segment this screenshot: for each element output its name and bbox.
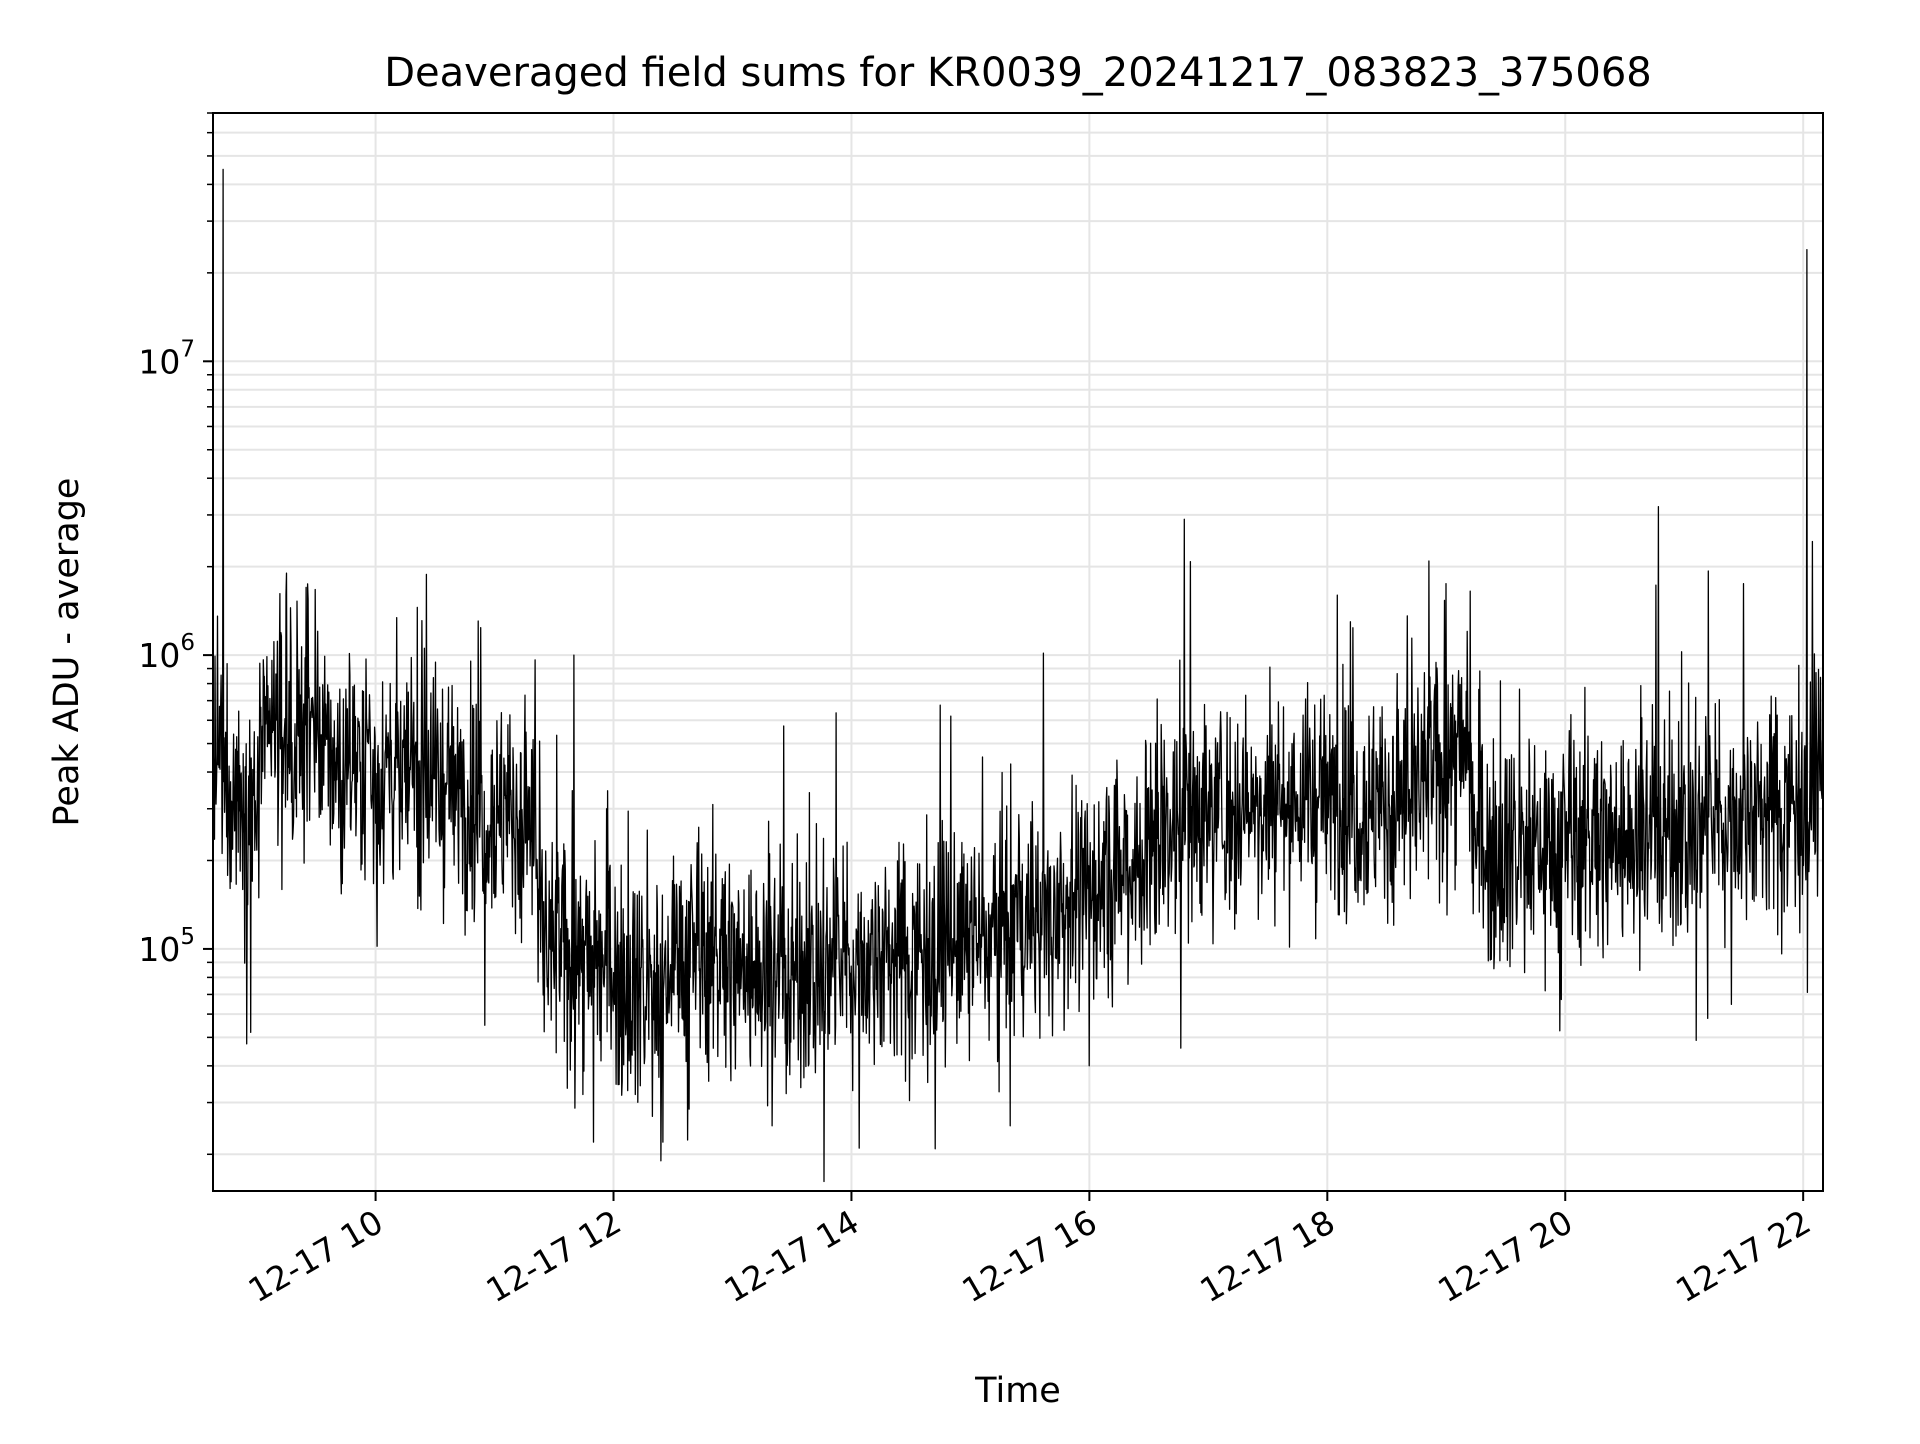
y-tick-exponent: 6 [180, 630, 195, 656]
y-tick-base: 10 [138, 342, 180, 381]
chart-title: Deaveraged field sums for KR0039_2024121… [384, 50, 1652, 96]
y-tick-exponent: 7 [180, 336, 195, 362]
grid-lines [213, 112, 1823, 1191]
series-line-group [212, 168, 1824, 1183]
y-tick-base: 10 [138, 636, 180, 675]
plot-frame [212, 112, 1824, 1192]
y-axis-label: Peak ADU - average [47, 478, 87, 827]
x-axis-label: Time [974, 1371, 1061, 1411]
y-tick-exponent: 5 [180, 924, 195, 950]
series-line [212, 168, 1824, 1183]
y-tick-base: 10 [138, 930, 180, 969]
y-tick-label: 106 [138, 630, 195, 675]
y-tick-label: 107 [138, 336, 195, 381]
y-tick-label: 105 [138, 924, 195, 969]
